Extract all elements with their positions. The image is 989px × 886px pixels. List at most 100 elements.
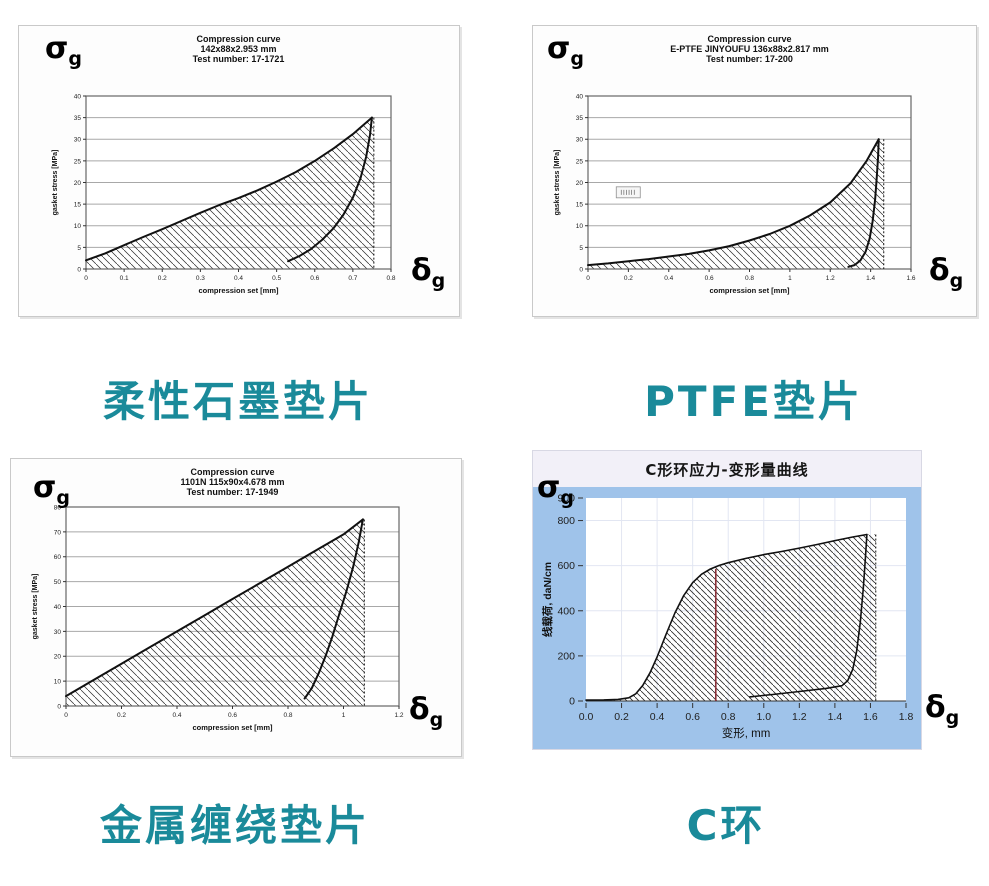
chart-ptfe: 0 0.2 0.4 0.6 0.8 1 1.2 1.4 1.6 0 5 10 15 20 25 30 35 40 C… [533, 26, 976, 321]
svg-text:25: 25 [74, 158, 82, 165]
sigma-g-label: σg [537, 470, 574, 509]
svg-text:0.8: 0.8 [386, 275, 395, 282]
svg-text:gasket stress [MPa]: gasket stress [MPa] [52, 150, 59, 216]
svg-text:35: 35 [74, 115, 82, 122]
svg-text:1.2: 1.2 [394, 712, 403, 719]
svg-text:15: 15 [74, 202, 82, 209]
svg-text:5: 5 [579, 245, 583, 252]
c-ring-plot-band: 0.0 0.2 0.4 0.6 0.8 1.0 1.2 1.4 1.6 1.8 0 200 400 600… [533, 487, 921, 749]
delta-g-label: δg [925, 690, 960, 729]
svg-text:1: 1 [342, 712, 346, 719]
svg-text:0.4: 0.4 [664, 275, 673, 282]
svg-text:变形, mm: 变形, mm [722, 726, 771, 740]
svg-text:20: 20 [74, 180, 82, 187]
svg-text:0.2: 0.2 [158, 275, 167, 282]
chart-spiral-wound: 0 0.2 0.4 0.6 0.8 1 1.2 0 10 20 30 40 50 60 70 80 Compre… [11, 459, 461, 761]
svg-text:0.0: 0.0 [579, 711, 594, 723]
svg-text:0: 0 [64, 712, 68, 719]
chart-flexible-graphite: 0 0.1 0.2 0.3 0.4 0.5 0.6 0.7 0.8 0 5 10 15 20 25 30 35 4… [19, 26, 459, 321]
svg-text:0.8: 0.8 [283, 712, 292, 719]
svg-text:80: 80 [54, 504, 62, 511]
svg-text:70: 70 [54, 529, 62, 536]
svg-text:gasket stress [MPa]: gasket stress [MPa] [32, 574, 39, 640]
svg-text:35: 35 [576, 115, 584, 122]
svg-text:10: 10 [576, 223, 584, 230]
panel-spiral-wound: σg 0 0.2 0.4 0.6 0.8 1 1.2 0 10 20 30 40 50 60 70 80 Com… [10, 458, 462, 757]
svg-text:400: 400 [557, 605, 575, 617]
svg-text:30: 30 [576, 137, 584, 144]
caption-ptfe: PTFE垫片 [644, 377, 863, 426]
svg-text:0.6: 0.6 [228, 712, 237, 719]
svg-text:0.6: 0.6 [685, 711, 700, 723]
svg-text:50: 50 [54, 579, 62, 586]
svg-text:15: 15 [576, 202, 584, 209]
svg-text:0.5: 0.5 [272, 275, 281, 282]
svg-text:60: 60 [54, 554, 62, 561]
svg-text:200: 200 [557, 650, 575, 662]
svg-text:gasket stress [MPa]: gasket stress [MPa] [554, 150, 561, 216]
svg-text:0.3: 0.3 [196, 275, 205, 282]
delta-g-label: δg [411, 253, 446, 292]
panel-ptfe: σg 0 0.2 0.4 0.6 0.8 1 1.2 1.4 1.6 0 5 10 15 20 25 30 35… [532, 25, 977, 317]
sigma-g-label: σg [33, 470, 70, 509]
c-ring-chart-title: C形环应力-变形量曲线 [533, 451, 921, 487]
delta-g-label: δg [409, 692, 444, 731]
caption-spiral-wound: 金属缠绕垫片 [99, 801, 370, 850]
svg-text:1.6: 1.6 [863, 711, 878, 723]
svg-text:30: 30 [54, 629, 62, 636]
svg-text:0.6: 0.6 [310, 275, 319, 282]
svg-text:1.2: 1.2 [792, 711, 807, 723]
svg-text:0: 0 [579, 266, 583, 273]
sigma-g-label: σg [547, 31, 584, 70]
svg-text:0: 0 [57, 703, 61, 710]
svg-text:40: 40 [576, 93, 584, 100]
svg-text:compression set [mm]: compression set [mm] [198, 286, 279, 295]
svg-text:0.4: 0.4 [234, 275, 243, 282]
svg-text:0.8: 0.8 [721, 711, 736, 723]
svg-text:0: 0 [84, 275, 88, 282]
caption-c-ring: C环 [686, 801, 766, 850]
panel-flexible-graphite: σg 0 0.1 0.2 0.3 0.4 0.5 0.6 0.7 0.8 0 5 10 15 20 25 30… [18, 25, 460, 317]
svg-text:25: 25 [576, 158, 584, 165]
svg-text:0.2: 0.2 [614, 711, 629, 723]
svg-text:5: 5 [77, 245, 81, 252]
sigma-g-label: σg [45, 31, 82, 70]
svg-text:0.6: 0.6 [705, 275, 714, 282]
svg-text:线载荷, daN/cm: 线载荷, daN/cm [541, 562, 554, 637]
svg-text:1.8: 1.8 [899, 711, 914, 723]
svg-text:compression set [mm]: compression set [mm] [709, 286, 790, 295]
svg-text:0: 0 [569, 696, 575, 708]
delta-g-label: δg [929, 253, 964, 292]
svg-text:20: 20 [54, 654, 62, 661]
svg-text:40: 40 [54, 604, 62, 611]
svg-text:0.2: 0.2 [117, 712, 126, 719]
svg-text:0.2: 0.2 [624, 275, 633, 282]
svg-text:800: 800 [557, 515, 575, 527]
svg-text:1.6: 1.6 [906, 275, 915, 282]
svg-text:10: 10 [54, 679, 62, 686]
panel-c-ring: C形环应力-变形量曲线 0.0 0.2 0.4 0.6 0.8 1.0 1.2 1.4 1.6 1… [532, 450, 959, 750]
svg-text:10: 10 [74, 223, 82, 230]
svg-text:900: 900 [557, 493, 575, 505]
svg-text:1.0: 1.0 [756, 711, 771, 723]
svg-text:0.1: 0.1 [120, 275, 129, 282]
svg-text:40: 40 [74, 93, 82, 100]
svg-text:0.7: 0.7 [348, 275, 357, 282]
svg-text:0.4: 0.4 [650, 711, 665, 723]
svg-text:compression set [mm]: compression set [mm] [192, 723, 273, 732]
svg-text:1.2: 1.2 [826, 275, 835, 282]
svg-text:1.4: 1.4 [828, 711, 843, 723]
svg-text:1: 1 [788, 275, 792, 282]
chart-c-ring: 0.0 0.2 0.4 0.6 0.8 1.0 1.2 1.4 1.6 1.8 0 200 400 600… [533, 487, 921, 754]
svg-text:1.4: 1.4 [866, 275, 875, 282]
svg-text:0.4: 0.4 [172, 712, 181, 719]
svg-text:20: 20 [576, 180, 584, 187]
svg-text:30: 30 [74, 137, 82, 144]
svg-text:0: 0 [77, 266, 81, 273]
svg-text:600: 600 [557, 560, 575, 572]
caption-flexible-graphite: 柔性石墨垫片 [102, 377, 373, 426]
